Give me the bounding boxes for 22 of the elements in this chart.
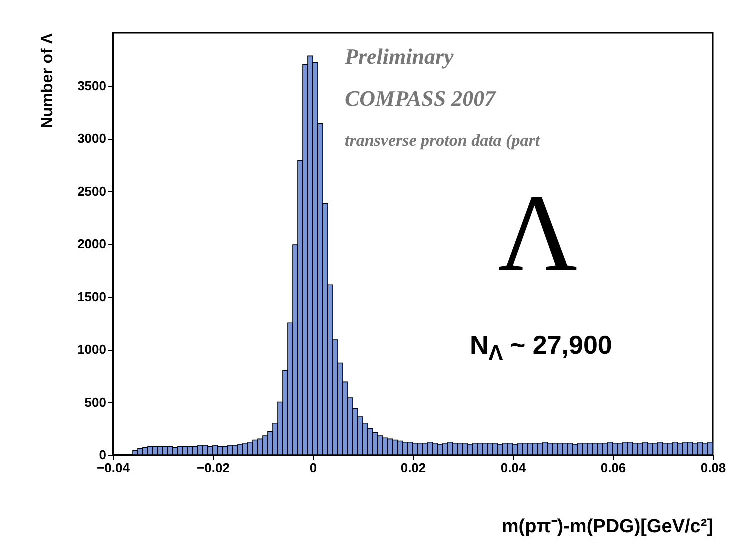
x-tick-label: 0.04 xyxy=(500,460,527,476)
y-tick-label: 1000 xyxy=(78,342,106,357)
annotation: Λ xyxy=(498,171,578,296)
x-tick-label: 0.06 xyxy=(600,460,626,476)
y-tick-label: 2500 xyxy=(78,184,106,199)
x-tick-label: 0 xyxy=(310,460,318,476)
x-tick-label: −0.02 xyxy=(197,460,230,476)
y-axis-title: Number of Λ xyxy=(40,33,57,129)
x-axis-title: m(pπ⁻)-m(PDG)[GeV/c²] xyxy=(502,516,714,538)
y-tick-label: 500 xyxy=(84,394,106,410)
y-tick-label: 1500 xyxy=(78,289,106,304)
x-tick-label: 0.08 xyxy=(700,460,726,476)
annotation: COMPASS 2007 xyxy=(345,86,496,112)
y-tick-label: 3000 xyxy=(78,131,106,146)
annotation: transverse proton data (part xyxy=(345,131,540,151)
annotation: N$_{Λ}$ ~ 27,900 xyxy=(470,330,612,366)
x-tick-label: 0.02 xyxy=(400,460,426,476)
x-tick-label: −0.04 xyxy=(97,460,131,476)
y-tick-label: 2000 xyxy=(78,236,106,252)
y-tick-label: 3500 xyxy=(78,78,106,94)
y-tick-label: 0 xyxy=(99,448,106,462)
annotation: Preliminary xyxy=(345,44,454,70)
